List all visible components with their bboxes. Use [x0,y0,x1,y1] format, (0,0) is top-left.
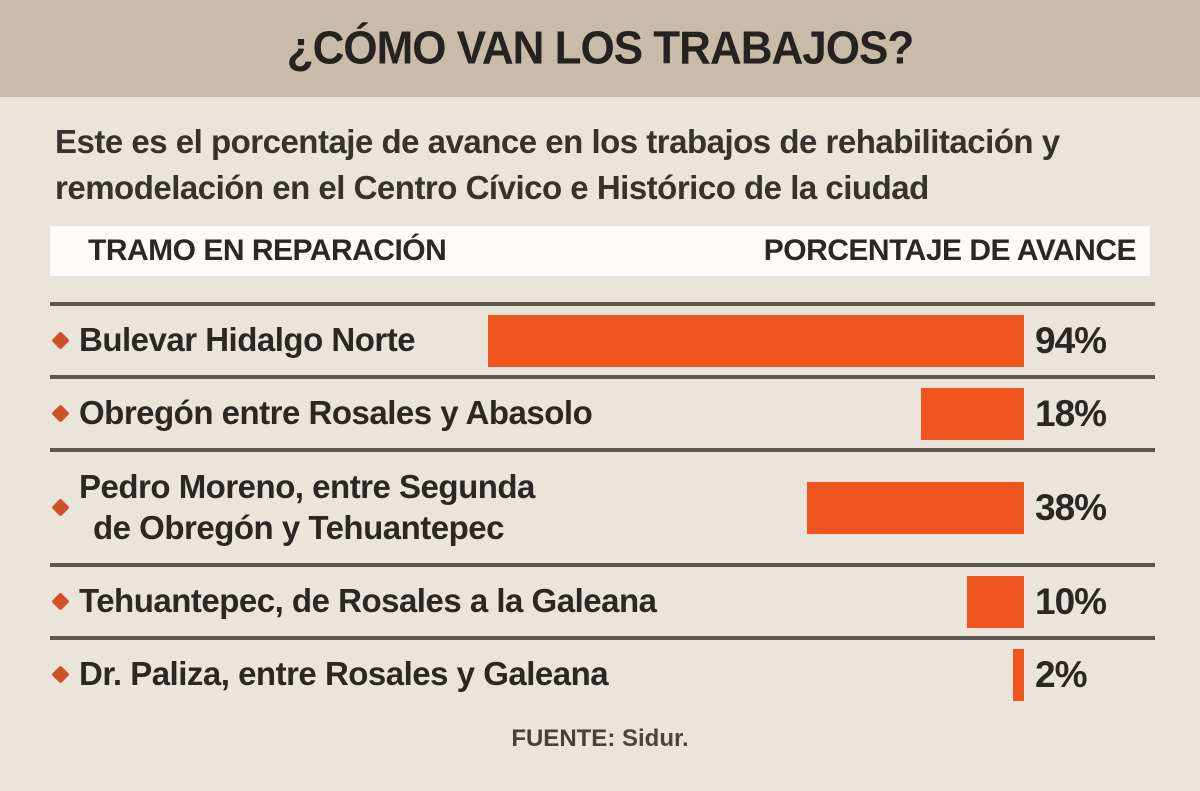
column-header-tramo: TRAMO EN REPARACIÓN [88,234,447,268]
progress-bar [807,481,1024,534]
table-row: Tehuantepec, de Rosales a la Galeana 10% [50,563,1155,636]
chart-subtitle: Este es el porcentaje de avance en los t… [55,123,1060,206]
diamond-bullet-icon [51,592,70,611]
row-label-line1: Dr. Paliza, entre Rosales y Galeana [79,655,609,693]
row-label: Dr. Paliza, entre Rosales y Galeana [79,654,609,694]
percent-value: 38% [1035,486,1107,528]
diamond-bullet-icon [51,498,70,517]
table-row: Dr. Paliza, entre Rosales y Galeana 2% [50,636,1155,709]
progress-bar [488,314,1024,367]
row-label-wrap: Bulevar Hidalgo Norte [50,320,416,360]
percent-value: 2% [1035,653,1087,695]
table-row: Obregón entre Rosales y Abasolo 18% [50,375,1155,448]
table-row: Pedro Moreno, entre Segunda de Obregón y… [50,448,1155,563]
row-label-wrap: Dr. Paliza, entre Rosales y Galeana [50,654,609,694]
source-value: Sidur. [621,725,689,753]
row-label-line2: de Obregón y Tehuantepec [93,508,504,546]
row-label: Tehuantepec, de Rosales a la Galeana [79,581,657,621]
row-label: Obregón entre Rosales y Abasolo [79,393,593,433]
percent-value: 18% [1035,392,1107,434]
table-row: Bulevar Hidalgo Norte 94% [50,302,1155,375]
column-header-band: TRAMO EN REPARACIÓN PORCENTAJE DE AVANCE [50,226,1150,277]
title-band: ¿CÓMO VAN LOS TRABAJOS? [0,0,1200,97]
source-label: FUENTE: [511,725,616,753]
diamond-bullet-icon [51,331,70,350]
column-header-porcentaje: PORCENTAJE DE AVANCE [763,234,1137,268]
percent-value: 10% [1035,580,1107,622]
percent-value: 94% [1035,319,1107,361]
row-label: Bulevar Hidalgo Norte [79,320,416,360]
row-label-line1: Tehuantepec, de Rosales a la Galeana [79,582,657,620]
source-note: FUENTE: Sidur. [0,725,1200,753]
row-label-line1: Pedro Moreno, entre Segunda [79,468,535,506]
row-label: Pedro Moreno, entre Segunda de Obregón y… [79,467,535,548]
progress-bar [1012,648,1024,701]
bar-chart-rows: Bulevar Hidalgo Norte 94% Obregón entre … [0,302,1200,709]
row-label-wrap: Obregón entre Rosales y Abasolo [50,393,593,433]
diamond-bullet-icon [51,404,70,423]
row-label-line1: Obregón entre Rosales y Abasolo [79,394,593,432]
progress-bar [967,575,1024,628]
row-label-wrap: Pedro Moreno, entre Segunda de Obregón y… [50,467,535,548]
progress-bar [921,387,1024,440]
page-title: ¿CÓMO VAN LOS TRABAJOS? [286,22,914,74]
row-label-line1: Bulevar Hidalgo Norte [79,321,416,359]
row-label-wrap: Tehuantepec, de Rosales a la Galeana [50,581,657,621]
diamond-bullet-icon [51,665,70,684]
